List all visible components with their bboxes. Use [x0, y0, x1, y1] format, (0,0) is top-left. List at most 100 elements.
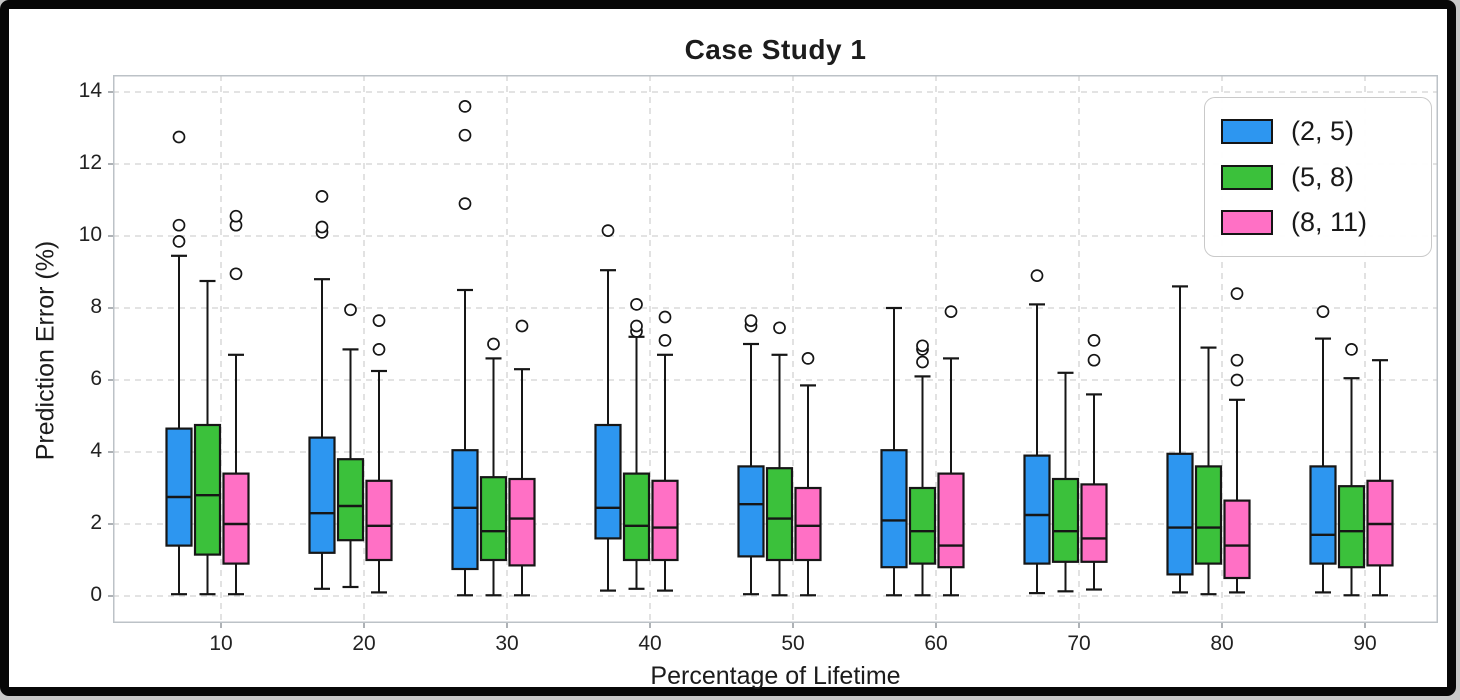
outlier-point	[315, 190, 329, 203]
box-group-58-70	[1051, 371, 1080, 593]
outlier-point	[658, 334, 672, 347]
box-group-811-50	[794, 352, 822, 597]
box	[651, 479, 679, 562]
x-tick-label: 90	[1353, 632, 1377, 655]
legend-swatch-green	[1221, 164, 1273, 190]
box	[1309, 465, 1337, 565]
outlier-point	[1087, 334, 1101, 347]
box	[508, 477, 536, 567]
box	[165, 427, 193, 547]
legend-item-5-8: (5, 8)	[1221, 162, 1431, 193]
outlier-point	[801, 352, 815, 365]
legend-swatch-blue	[1221, 119, 1273, 145]
box-group-58-40	[622, 298, 651, 590]
box-group-58-80	[1194, 346, 1223, 596]
box-group-25-90	[1309, 305, 1337, 594]
y-tick-label: 14	[78, 79, 102, 102]
outlier-point	[229, 267, 243, 281]
box	[336, 458, 365, 542]
outlier-point	[372, 343, 386, 356]
box	[1166, 452, 1194, 576]
box	[1337, 485, 1366, 569]
box-group-58-60	[908, 339, 937, 597]
box	[622, 472, 651, 562]
outlier-point	[1230, 373, 1244, 387]
outlier-point	[630, 298, 643, 311]
outlier-point	[773, 321, 786, 335]
box-group-811-70	[1080, 334, 1108, 591]
box-group-25-80	[1166, 285, 1194, 594]
chart-title: Case Study 1	[684, 34, 867, 65]
box-group-25-20	[308, 190, 336, 590]
outlier-point	[1230, 353, 1244, 367]
box	[737, 465, 765, 558]
x-tick-label: 30	[495, 632, 519, 655]
outlier-point	[458, 128, 472, 142]
x-tick-label: 80	[1210, 632, 1234, 655]
box-group-25-50	[737, 314, 765, 596]
x-tick-label: 40	[638, 632, 662, 655]
outlier-point	[172, 235, 186, 248]
box	[594, 423, 622, 540]
box	[765, 467, 794, 562]
y-tick-label: 10	[78, 223, 102, 246]
x-tick-label: 20	[352, 632, 376, 655]
box	[365, 479, 393, 562]
outlier-point	[372, 314, 386, 327]
box	[308, 436, 336, 554]
box	[193, 423, 222, 556]
legend-label: (2, 5)	[1291, 116, 1355, 147]
box-group-58-20	[336, 303, 365, 589]
y-tick-label: 2	[90, 511, 102, 534]
legend-item-2-5: (2, 5)	[1221, 116, 1431, 147]
axes-spines	[113, 75, 1438, 623]
box-group-58-90	[1337, 343, 1366, 597]
y-tick-label: 8	[90, 295, 102, 318]
legend-label: (8, 11)	[1291, 206, 1368, 237]
box-group-25-30	[451, 100, 479, 597]
outlier-point	[1316, 305, 1330, 318]
x-axis-label: Percentage of Lifetime	[650, 662, 901, 690]
outlier-point	[630, 319, 643, 333]
box-group-811-80	[1223, 287, 1251, 594]
figure-canvas: Case Study 1 Prediction Error (%) 10 20 30…	[18, 18, 1438, 690]
box	[1194, 465, 1223, 565]
legend: (2, 5) (5, 8) (8, 11)	[1204, 97, 1432, 257]
box-group-58-10	[193, 279, 222, 596]
x-tick-label: 70	[1067, 632, 1091, 655]
legend-swatch-pink	[1221, 209, 1273, 235]
outlier-point	[344, 303, 357, 317]
outlier-point	[458, 100, 472, 113]
box	[451, 449, 479, 571]
plot-area	[108, 75, 1438, 628]
box-group-58-50	[765, 321, 794, 597]
outlier-point	[744, 314, 758, 327]
y-tick-label: 0	[90, 583, 102, 606]
x-tick-label: 60	[924, 632, 948, 655]
box-group-811-40	[651, 310, 679, 592]
outlier-point	[229, 209, 243, 223]
box	[880, 449, 908, 569]
outlier-point	[916, 339, 929, 353]
outlier-point	[1230, 287, 1244, 300]
box-group-25-70	[1023, 269, 1051, 595]
legend-item-8-11: (8, 11)	[1221, 207, 1431, 238]
legend-label: (5, 8)	[1291, 161, 1355, 192]
outlier-point	[916, 355, 929, 369]
box-group-811-20	[365, 314, 393, 594]
outlier-point	[458, 197, 472, 210]
outlier-point	[1030, 269, 1044, 282]
box	[1023, 454, 1051, 565]
outlier-point	[172, 130, 186, 144]
outlier-point	[944, 305, 958, 318]
y-tick-label: 4	[90, 439, 102, 462]
box-group-25-40	[594, 224, 622, 592]
outlier-point	[487, 337, 500, 351]
outlier-point	[1345, 343, 1358, 356]
outlier-point	[1087, 353, 1101, 367]
outlier-point	[658, 310, 672, 324]
box	[222, 472, 250, 565]
box-group-811-60	[937, 305, 965, 597]
box	[937, 472, 965, 569]
